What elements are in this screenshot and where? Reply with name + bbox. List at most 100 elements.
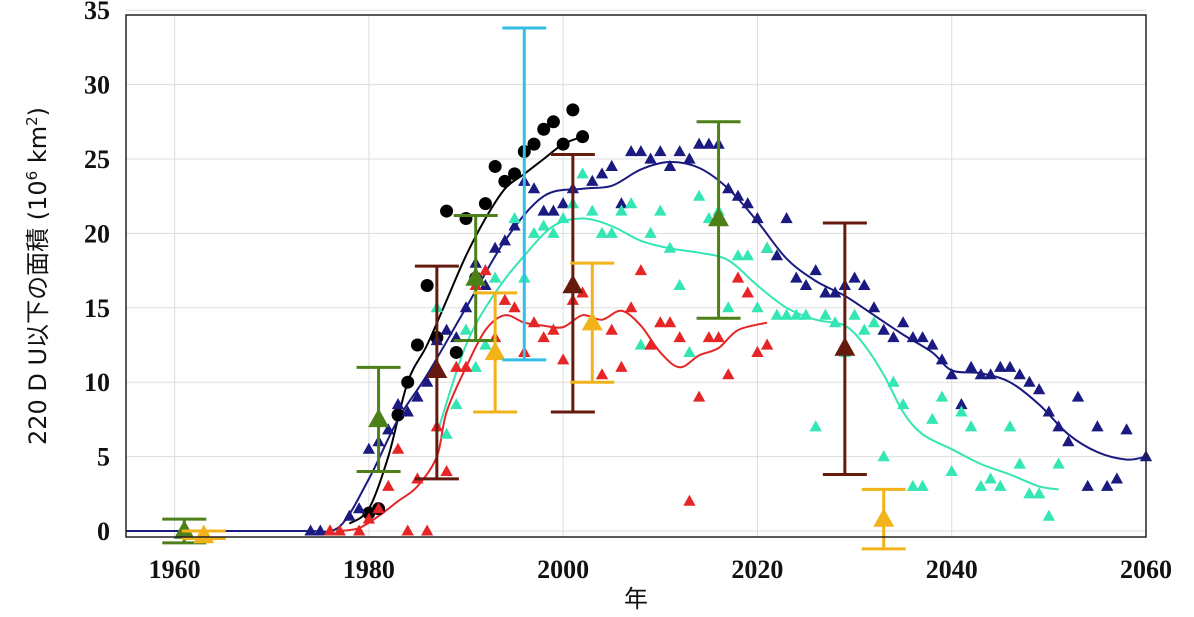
olive-error-marker	[708, 207, 729, 227]
teal-point	[508, 212, 521, 224]
navy-point	[790, 271, 803, 283]
navy-point	[897, 316, 910, 328]
observed-point	[459, 212, 473, 226]
red-point	[702, 331, 715, 343]
red-point	[625, 301, 638, 313]
teal-point	[877, 450, 890, 462]
navy-point	[644, 152, 657, 164]
navy-point	[634, 145, 647, 157]
x-tick-label: 1960	[149, 555, 201, 584]
y-axis-title-suffix: )	[24, 107, 52, 116]
teal-point	[605, 226, 618, 238]
y-axis-title-exp1: 6	[23, 171, 41, 181]
red-point	[421, 524, 434, 536]
y-tick-label: 30	[84, 71, 110, 100]
navy-point	[741, 197, 754, 209]
y-tick-label: 0	[97, 517, 110, 546]
y-tick-label: 5	[97, 443, 110, 472]
observed-point	[420, 278, 434, 292]
navy-point	[421, 375, 434, 387]
navy-point	[1110, 472, 1123, 484]
y-tick-label: 10	[84, 368, 110, 397]
teal-point	[935, 390, 949, 402]
teal-point	[450, 398, 463, 410]
navy-point	[343, 509, 356, 521]
red-point	[673, 331, 686, 343]
navy-point	[362, 442, 375, 454]
red-point	[605, 323, 618, 335]
y-tick-label: 15	[84, 294, 110, 323]
teal-point	[557, 212, 570, 224]
navy-point	[401, 405, 414, 417]
teal-point	[965, 420, 978, 432]
red-point	[440, 465, 453, 476]
navy-point	[1023, 375, 1036, 387]
y-tick-label: 25	[84, 145, 110, 174]
teal-point	[673, 279, 686, 290]
y-axis-title-exp2: 2	[23, 116, 41, 126]
teal-point	[489, 271, 502, 283]
navy-point	[1081, 479, 1094, 491]
teal-point	[926, 412, 939, 424]
navy-point	[799, 279, 813, 290]
y-axis-title: 220 D U以下の面積 (106 km2)	[23, 107, 52, 445]
red-point	[644, 338, 657, 350]
markers	[304, 103, 1153, 536]
navy-point	[770, 249, 783, 261]
red-point	[751, 345, 764, 357]
teal-point	[799, 308, 813, 320]
x-axis-title: 年	[624, 585, 648, 613]
navy-point	[1120, 423, 1133, 435]
navy-point	[304, 524, 317, 536]
teal-point	[848, 308, 861, 320]
navy-point	[867, 301, 881, 313]
red-point	[693, 390, 706, 402]
navy-point	[683, 152, 696, 164]
teal-point	[683, 345, 696, 357]
navy-point	[926, 338, 939, 350]
teal-point	[1042, 509, 1055, 521]
red-point	[479, 264, 492, 276]
teal-point	[897, 398, 910, 410]
navy-point	[702, 137, 715, 149]
red-point	[731, 271, 745, 283]
teal-point	[644, 226, 657, 238]
teal-point	[663, 241, 677, 253]
navy-point	[722, 182, 735, 194]
teal-point	[780, 308, 793, 320]
red-point	[401, 524, 414, 536]
teal-point	[469, 360, 482, 372]
red-point	[547, 323, 560, 335]
red-point	[712, 331, 725, 343]
teal-point	[731, 249, 745, 261]
teal-trend-line	[435, 217, 1059, 491]
red-point	[333, 524, 346, 536]
navy-point	[391, 398, 405, 410]
red-point	[654, 316, 667, 328]
y-tick-label: 20	[84, 219, 110, 248]
teal-point	[829, 316, 842, 328]
red-point	[459, 360, 473, 372]
teal-point	[819, 308, 832, 320]
navy-point	[848, 271, 861, 283]
navy-point	[625, 145, 638, 157]
navy-point	[489, 241, 502, 253]
navy-point	[1052, 420, 1065, 432]
teal-point	[693, 189, 706, 201]
olive-error-marker	[368, 408, 389, 428]
navy-point	[459, 301, 473, 313]
navy-point	[527, 182, 541, 194]
navy-point	[1003, 360, 1017, 372]
navy-point	[673, 145, 686, 157]
teal-point	[722, 301, 735, 313]
olive-error-marker	[465, 267, 487, 286]
teal-point	[887, 375, 900, 387]
darkred-error-marker	[562, 274, 584, 294]
navy-point	[877, 323, 890, 335]
teal-point	[955, 405, 968, 417]
x-tick-label: 2060	[1120, 555, 1172, 584]
navy-point	[858, 279, 871, 290]
error-bars	[162, 26, 906, 551]
x-axis-ticks: 1960 1980 2000 2020 2040 2060	[149, 555, 1172, 584]
